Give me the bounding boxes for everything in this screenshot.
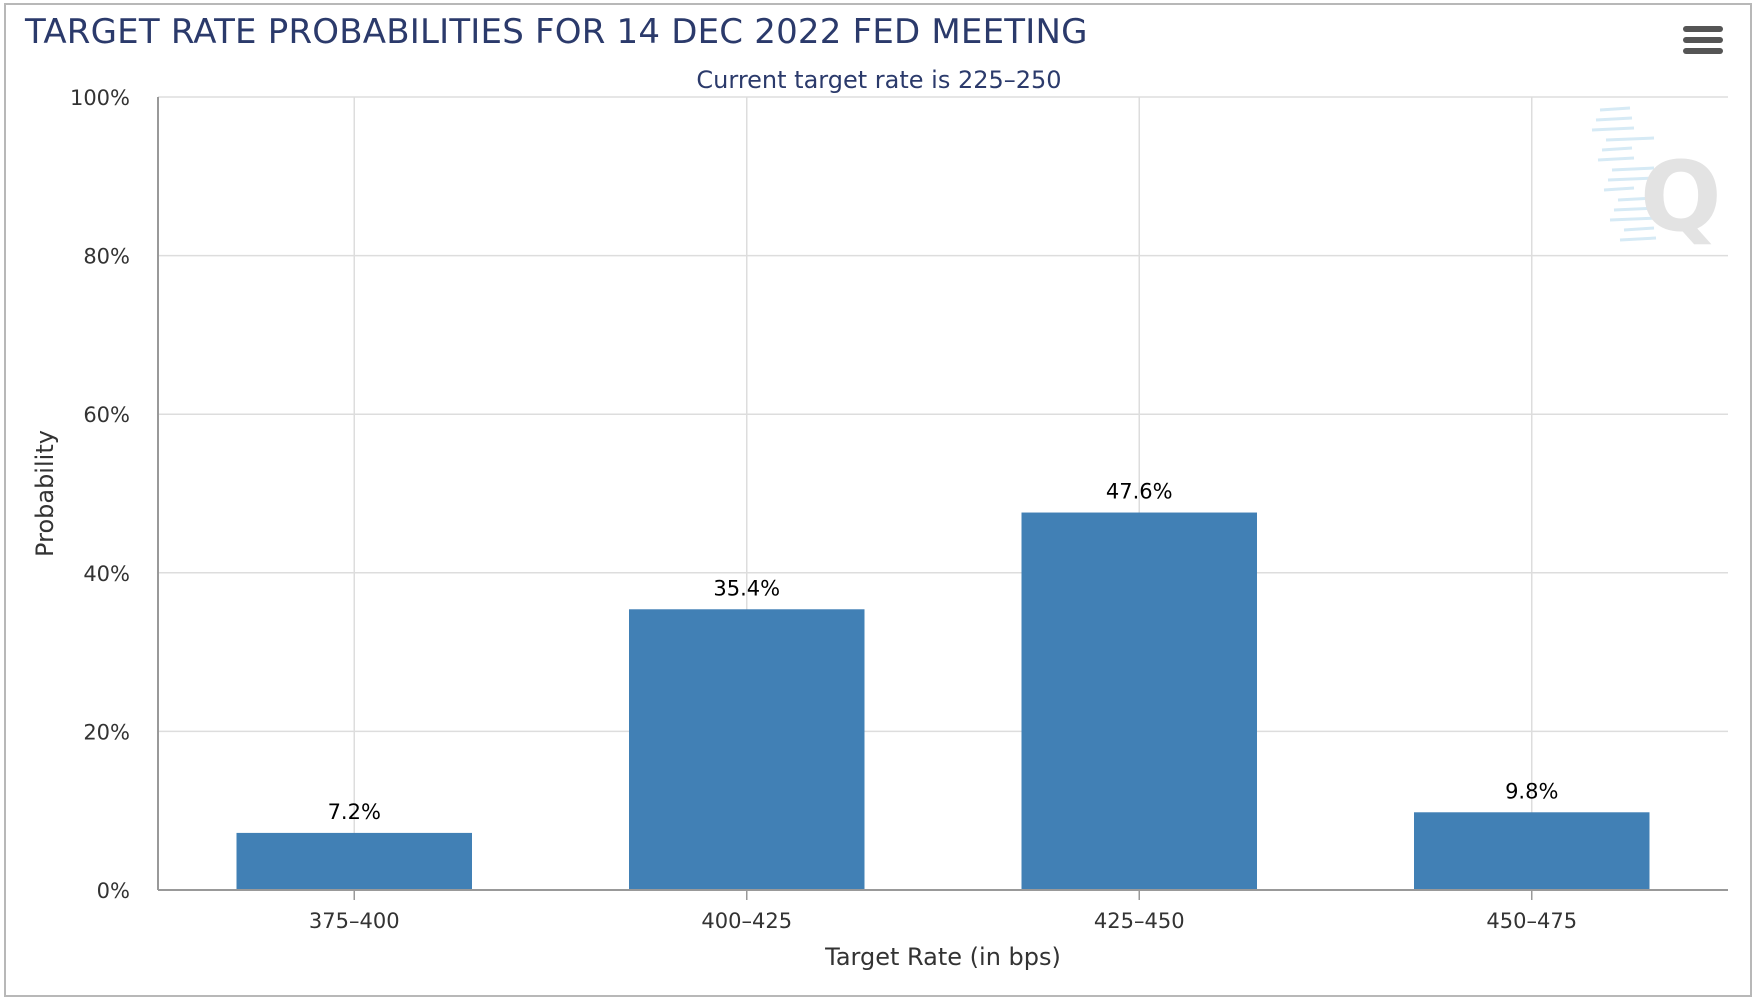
x-axis-ticks: 375–400 400–425 425–450 450–475 (309, 890, 1577, 933)
data-labels: 7.2% 35.4% 47.6% 9.8% (328, 480, 1559, 824)
menu-line (1683, 37, 1723, 43)
y-tick-label: 0% (97, 879, 130, 903)
bar-375–400[interactable] (236, 832, 473, 890)
x-axis-label: Target Rate (in bps) (824, 943, 1061, 971)
y-tick-label: 80% (83, 245, 130, 269)
watermark-stripe (1609, 216, 1659, 222)
watermark-stripe (1599, 106, 1631, 112)
watermark-stripe (1591, 126, 1635, 132)
gridlines (158, 96, 1728, 891)
x-tick-label: 400–425 (701, 909, 792, 933)
bars (236, 512, 1650, 890)
bar-425–450[interactable] (1021, 512, 1258, 890)
watermark-stripe (1603, 186, 1635, 192)
x-tick-label: 375–400 (309, 909, 400, 933)
menu-line (1683, 26, 1723, 32)
data-label: 47.6% (1106, 480, 1173, 504)
x-tick-label: 450–475 (1486, 909, 1577, 933)
watermark-stripe (1601, 146, 1633, 152)
watermark-stripe (1607, 176, 1657, 182)
watermark-stripe (1595, 116, 1633, 122)
chart-title: TARGET RATE PROBABILITIES FOR 14 DEC 202… (25, 12, 1088, 52)
data-label: 9.8% (1505, 779, 1558, 803)
watermark-stripe (1597, 156, 1635, 162)
chart-subtitle: Current target rate is 225–250 (696, 66, 1062, 94)
data-label: 35.4% (713, 576, 780, 600)
y-tick-label: 100% (70, 86, 130, 110)
bar-450–475[interactable] (1414, 812, 1650, 890)
y-tick-label: 40% (83, 562, 130, 586)
y-tick-label: 60% (83, 403, 130, 427)
y-axis-ticks: 0% 20% 40% 60% 80% 100% (70, 86, 130, 903)
y-tick-label: 20% (83, 720, 130, 744)
watermark-stripe (1611, 166, 1655, 172)
data-label: 7.2% (328, 800, 381, 824)
watermark-stripe (1613, 206, 1657, 212)
watermark-stripe (1623, 226, 1655, 232)
watermark-stripe (1619, 236, 1657, 242)
menu-line (1683, 48, 1723, 54)
watermark-letter: Q (1640, 141, 1722, 253)
y-axis-label: Probability (31, 430, 59, 557)
watermark-stripe (1617, 196, 1655, 202)
hamburger-menu-icon[interactable] (1683, 26, 1723, 60)
bar-400–425[interactable] (629, 609, 865, 890)
q-watermark-icon: Q (1591, 106, 1722, 253)
watermark-stripe (1605, 136, 1655, 142)
x-tick-label: 425–450 (1094, 909, 1185, 933)
